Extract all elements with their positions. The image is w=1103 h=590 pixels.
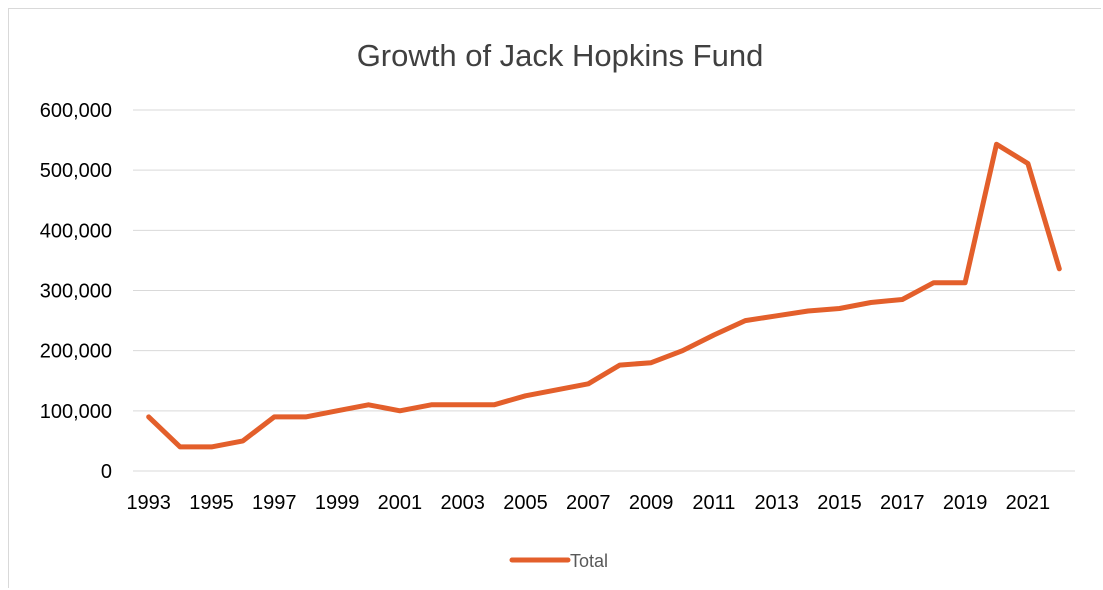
x-axis: 1993 1995 1997 1999 2001 2003 2005 2007 2009 2011… (126, 492, 1050, 514)
y-tick-label: 200,000 (40, 341, 112, 363)
legend-label-total: Total (570, 551, 608, 571)
series-line-total (146, 141, 1062, 450)
y-tick-label: 500,000 (40, 160, 112, 182)
legend: Total (509, 551, 608, 571)
x-tick-label: 1997 (252, 492, 297, 514)
x-tick-label: 2003 (440, 492, 485, 514)
y-tick-label: 600,000 (40, 100, 112, 122)
x-tick-label: 2017 (880, 492, 925, 514)
y-tick-label: 400,000 (40, 220, 112, 242)
y-tick-label: 100,000 (40, 401, 112, 423)
x-tick-label: 2013 (754, 492, 799, 514)
x-tick-label: 2019 (943, 492, 988, 514)
x-tick-label: 2011 (692, 492, 735, 514)
x-tick-label: 2001 (378, 492, 423, 514)
x-tick-label: 1999 (315, 492, 360, 514)
x-tick-label: 1995 (189, 492, 234, 514)
y-axis: 0 100,000 200,000 300,000 400,000 500,000 600,… (40, 100, 112, 483)
x-tick-label: 1993 (126, 492, 171, 514)
y-tick-label: 300,000 (40, 281, 112, 303)
chart-title: Growth of Jack Hopkins Fund (357, 38, 764, 73)
chart-frame (8, 8, 1101, 588)
y-tick-label: 0 (101, 461, 112, 483)
x-tick-label: 2021 (1006, 492, 1051, 514)
x-tick-label: 2005 (503, 492, 548, 514)
series-group (146, 141, 1062, 450)
x-tick-label: 2007 (566, 492, 611, 514)
x-tick-label: 2015 (817, 492, 862, 514)
x-tick-label: 2009 (629, 492, 674, 514)
